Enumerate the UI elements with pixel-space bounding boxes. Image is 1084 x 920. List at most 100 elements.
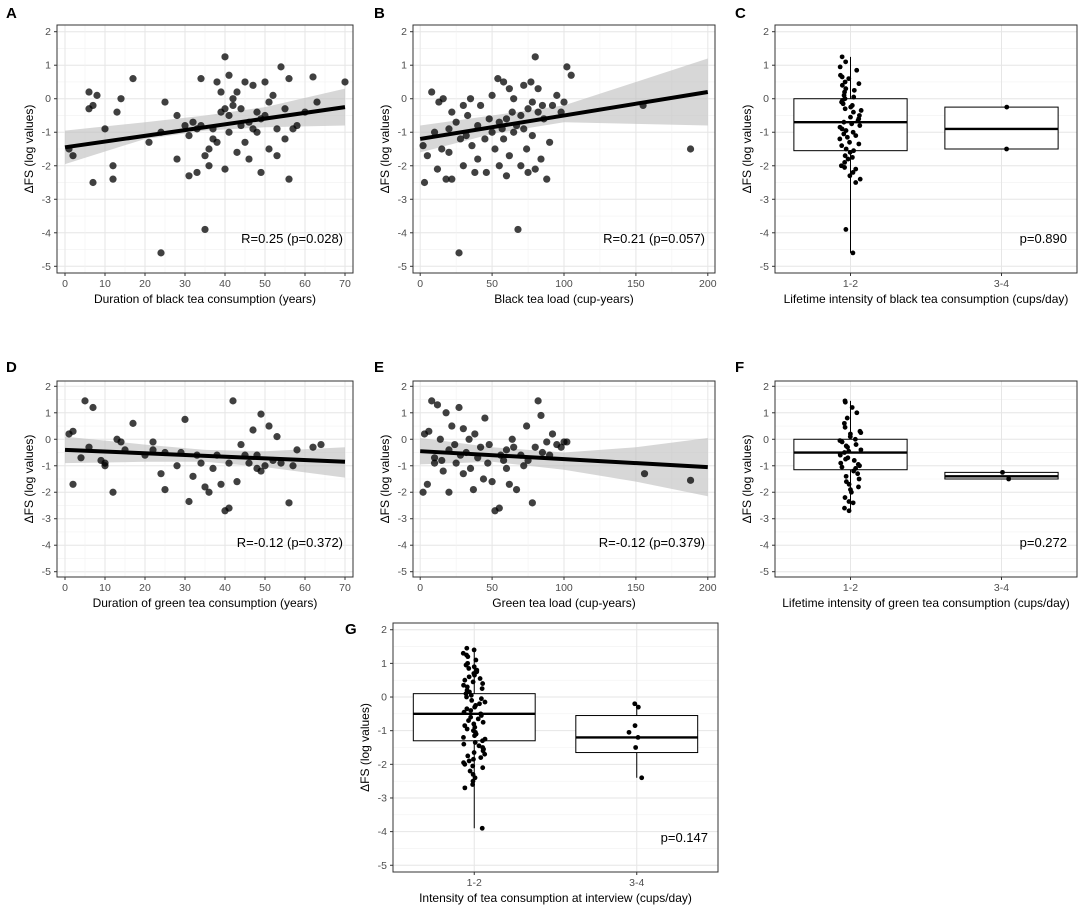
jitter-point [477,676,483,681]
data-point [468,142,476,150]
x-tick-label: 0 [417,582,423,594]
plot-area [419,53,709,257]
data-point [548,101,557,110]
data-point [520,125,528,133]
data-point [221,105,229,113]
data-point [485,440,493,449]
data-point [479,475,488,483]
jitter-point [858,430,864,436]
x-tick-label: 30 [179,278,191,290]
jitter-point [837,136,843,142]
data-point [452,118,460,126]
data-point [500,456,508,465]
data-point [261,78,269,86]
data-point [528,131,536,140]
x-axis: 0 10 20 30 40 50 60 70 [62,577,351,594]
data-point [173,155,181,163]
x-tick-label: 60 [299,582,311,594]
x-axis-title: Green tea load (cup-years) [492,596,635,610]
panel-border [412,24,716,274]
x-tick-label: 3-4 [629,877,644,889]
data-point [205,488,213,496]
jitter-point [851,94,857,100]
data-point [69,427,77,435]
stat-annotation: R=0.21 (p=0.057) [603,231,705,246]
data-point [488,478,496,486]
jitter-point [851,87,857,93]
data-point [281,135,289,143]
jitter-point [847,139,852,145]
data-point [273,125,281,133]
y-axis-title: ΔFS (log values) [378,105,392,194]
jitter-point [842,450,847,455]
data-point [89,178,97,187]
data-point [197,459,205,467]
data-point [257,467,265,475]
data-point [69,152,77,160]
data-point [543,438,551,446]
data-point [466,464,475,473]
data-point [423,480,431,488]
jitter-point [856,476,862,482]
y-axis-title: ΔFS (log values) [378,435,392,524]
data-point [341,78,349,86]
y-tick-label: -1 [760,460,769,472]
y-axis-title: ΔFS (log values) [22,435,36,524]
jitter-point [480,719,486,725]
jitter-point [462,677,468,683]
plot-area [64,53,349,257]
y-tick-label: 2 [381,624,387,636]
data-point [261,462,269,470]
data-point [451,440,459,449]
plot-area [419,397,708,515]
panel-g: G -5 -4 -3 -2 -1 0 1 2 1-2 3-4 p=0.147 Intensity of … [345,621,719,905]
regression-line [419,90,709,141]
y-tick-label: -5 [760,261,769,273]
y-tick-label: -2 [760,487,769,499]
data-point [502,446,511,454]
data-point [293,121,301,130]
data-point [205,145,213,153]
y-axis-title: ΔFS (log values) [740,435,754,524]
jitter-point [848,489,854,495]
jitter-point [839,143,845,149]
x-axis: 0 50 100 150 200 [417,577,717,594]
data-point [471,430,479,438]
data-point [229,397,237,405]
data-point [488,128,496,136]
data-point [173,462,181,470]
data-point [476,101,485,110]
jitter-point [840,101,846,107]
data-point [481,135,489,143]
data-point [161,485,169,494]
data-point [438,145,446,153]
data-point [245,155,253,163]
data-point [505,85,513,93]
x-axis-title: Black tea load (cup-years) [494,292,633,306]
y-axis: -5 -4 -3 -2 -1 0 1 2 [42,26,57,273]
jitter-point [480,681,486,686]
jitter-point [849,121,855,127]
grid [393,623,718,872]
jitter-point [461,709,467,715]
jitter-point [838,460,844,466]
y-tick-label: 2 [763,26,769,38]
y-tick-label: -3 [378,792,387,804]
data-point [225,128,233,136]
panel-border [392,622,719,873]
y-tick-label: -4 [378,826,387,838]
data-point [225,71,233,79]
y-tick-label: -2 [398,160,407,172]
data-point [109,175,117,183]
y-axis: -5 -4 -3 -2 -1 0 1 2 [398,381,413,578]
panel-letter: G [345,621,357,638]
data-point [253,128,261,136]
jitter-point [468,692,474,698]
panel-b: B -5 -4 -3 -2 -1 0 1 2 0 50 100 150 200 R=0.21 (p=0.05… [374,5,717,306]
y-tick-label: 2 [45,381,51,393]
data-point [205,162,213,170]
jitter-point [849,405,855,410]
data-point [233,148,241,156]
y-tick-label: -5 [378,860,387,872]
x-tick-label: 200 [699,582,717,594]
